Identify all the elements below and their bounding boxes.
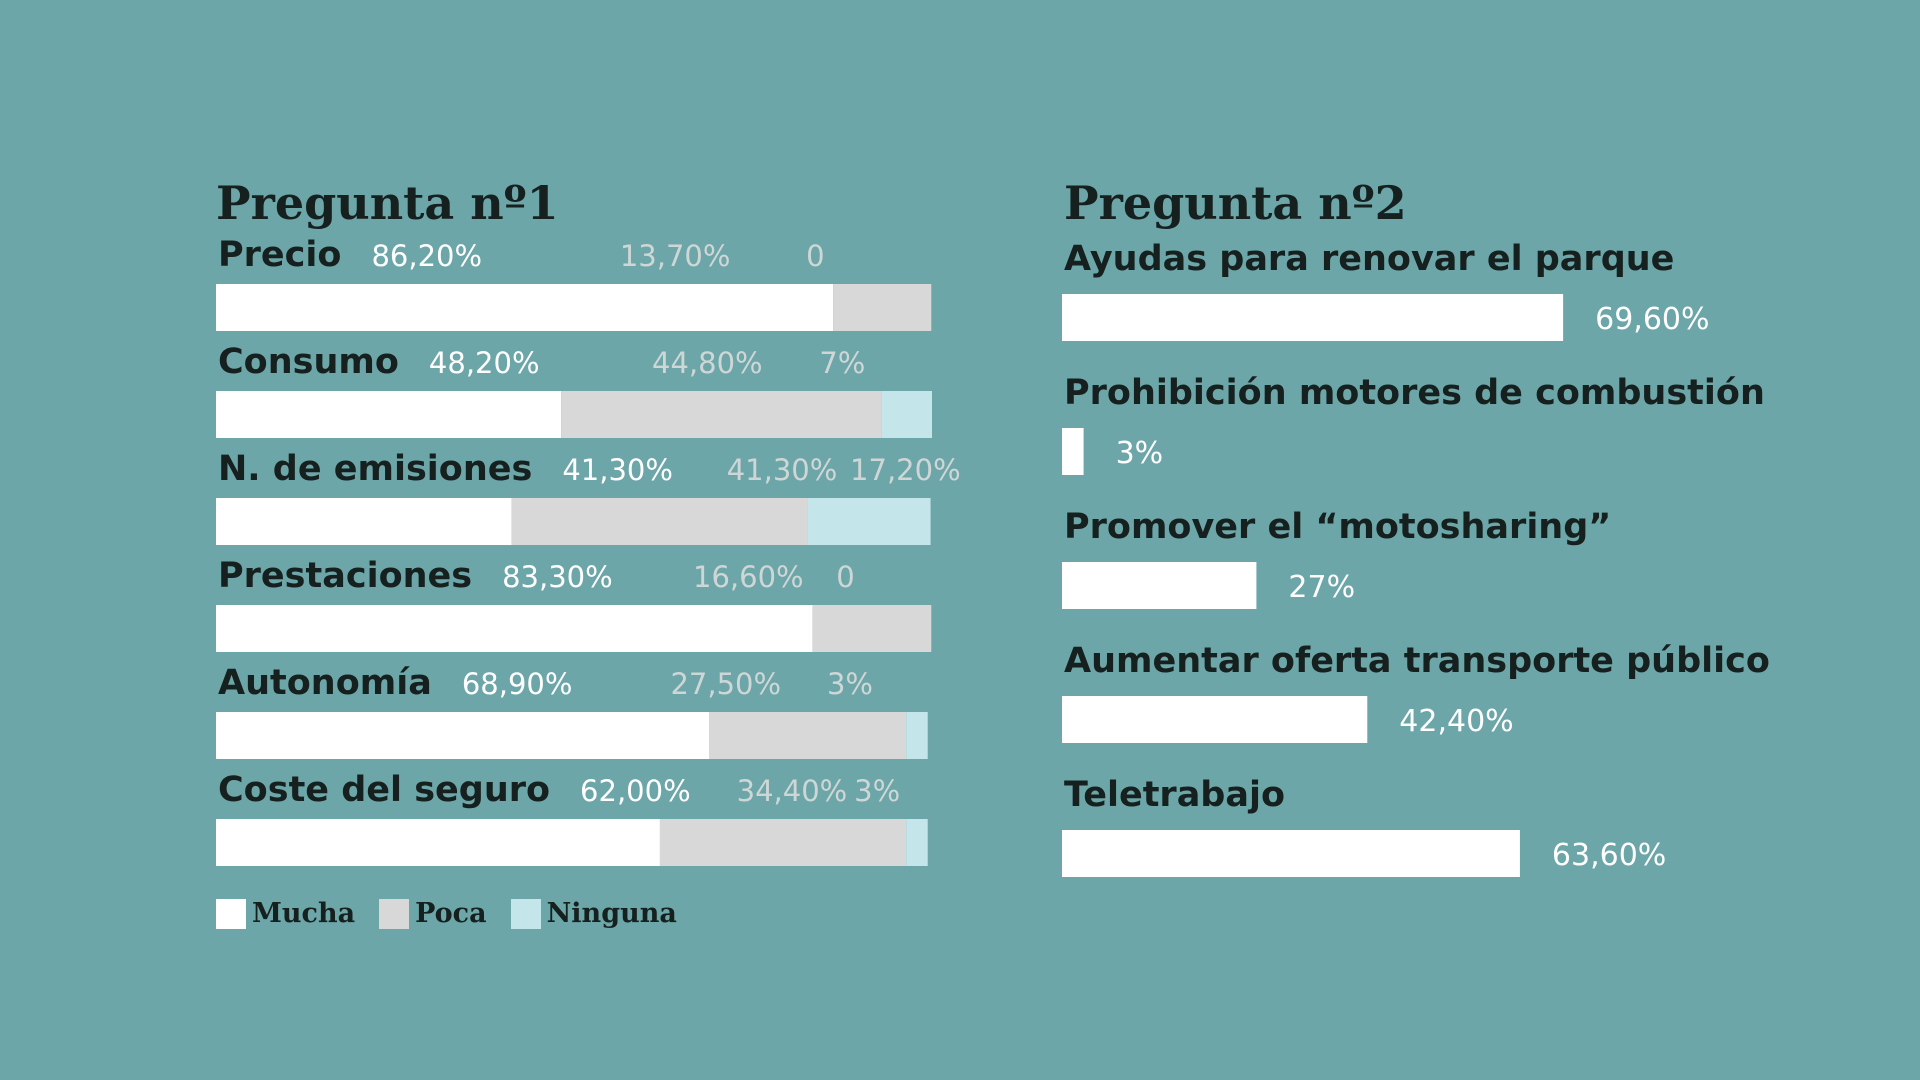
chart2-bars: Ayudas para renovar el parque 69,60% Prohi…	[1062, 239, 1770, 877]
legend-label-poca: Poca	[415, 898, 487, 929]
category-label: Autonomía	[218, 663, 432, 703]
data-label: 34,40%	[737, 774, 848, 808]
data-label: 63,60%	[1552, 838, 1666, 873]
legend-swatch-poca	[379, 898, 410, 929]
data-label: 17,20%	[850, 453, 960, 487]
category-label: Consumo	[218, 342, 399, 382]
category-label: Prestaciones	[218, 556, 472, 596]
data-label: 0	[836, 560, 854, 594]
legend-item-mucha: Mucha	[216, 898, 355, 929]
bar-segment	[561, 391, 882, 438]
bar-segment	[216, 819, 660, 866]
data-label: 3%	[854, 774, 900, 808]
category-label: Ayudas para renovar el parque	[1064, 239, 1674, 279]
bar-segment	[812, 605, 932, 652]
bar	[1062, 830, 1520, 877]
data-label: 0	[806, 239, 824, 273]
data-label: 3%	[1116, 436, 1164, 471]
data-label: 62,00%	[580, 774, 691, 808]
data-label: 41,30%	[562, 453, 673, 487]
category-label: N. de emisiones	[218, 449, 532, 489]
data-label: 13,70%	[620, 239, 731, 273]
legend-swatch-mucha	[216, 898, 246, 929]
data-label: 3%	[827, 667, 873, 701]
bar-segment	[906, 712, 928, 759]
legend-label-ninguna: Ninguna	[546, 898, 677, 929]
bar-segment	[216, 605, 813, 652]
data-label: 48,20%	[429, 346, 540, 380]
data-label: 68,90%	[462, 667, 573, 701]
bar-segment	[709, 712, 907, 759]
data-label: 42,40%	[1399, 704, 1513, 739]
bar-segment	[216, 712, 710, 759]
category-label: Prohibición motores de combustión	[1064, 373, 1765, 413]
category-label: Promover el “motosharing”	[1064, 507, 1611, 547]
legend-label-mucha: Mucha	[252, 898, 356, 929]
data-label: 27,50%	[670, 667, 781, 701]
data-label: 7%	[819, 346, 865, 380]
chart1-title: Pregunta nº1	[216, 176, 559, 230]
data-label: 83,30%	[502, 560, 613, 594]
bar-segment	[807, 498, 931, 545]
bar	[1062, 562, 1257, 609]
bar-segment	[881, 391, 932, 438]
data-label: 41,30%	[727, 453, 838, 487]
bar-segment	[216, 284, 834, 331]
bar	[1062, 696, 1368, 743]
category-label: Coste del seguro	[218, 770, 550, 810]
category-label: Aumentar oferta transporte público	[1064, 641, 1770, 681]
data-label: 27%	[1288, 570, 1355, 605]
bar	[1062, 428, 1084, 475]
legend-swatch-ninguna	[510, 898, 541, 929]
chart1-legend: Mucha Poca Ninguna	[216, 898, 701, 929]
bar-segment	[906, 819, 928, 866]
data-label: 16,60%	[693, 560, 804, 594]
bar-segment	[216, 498, 512, 545]
bar	[1062, 294, 1564, 341]
chart1-stacked-bars: Precio 86,20% 13,70% 0 Consumo 48,20% 44,80% 7%…	[216, 235, 960, 866]
chart2-title: Pregunta nº2	[1064, 176, 1407, 230]
legend-item-poca: Poca	[379, 898, 487, 929]
bar-segment	[833, 284, 932, 331]
category-label: Precio	[218, 235, 341, 275]
data-label: 44,80%	[652, 346, 763, 380]
data-label: 86,20%	[371, 239, 482, 273]
bar-segment	[511, 498, 808, 545]
bar-segment	[216, 391, 562, 438]
category-label: Teletrabajo	[1064, 775, 1285, 815]
legend-item-ninguna: Ninguna	[510, 898, 677, 929]
data-label: 69,60%	[1595, 302, 1709, 337]
bar-segment	[659, 819, 907, 866]
